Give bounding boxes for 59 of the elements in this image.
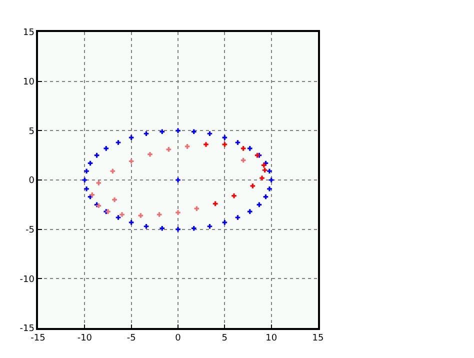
point: [112, 197, 117, 202]
point: [222, 135, 228, 140]
point: [204, 142, 208, 147]
point: [207, 224, 212, 229]
point: [235, 215, 240, 220]
point: [176, 210, 180, 215]
point: [116, 215, 121, 220]
point: [247, 146, 252, 151]
y-tick-label: -15: [20, 324, 34, 334]
point: [222, 220, 228, 225]
point: [160, 226, 165, 231]
point: [82, 178, 88, 182]
point: [267, 168, 272, 174]
point: [262, 168, 268, 173]
point: [235, 140, 240, 145]
point: [260, 176, 264, 180]
y-tick-label: 10: [22, 77, 35, 88]
point: [104, 146, 109, 151]
point: [268, 178, 274, 182]
point: [160, 129, 165, 134]
x-tick-label: 15: [312, 334, 324, 344]
point: [156, 212, 162, 217]
point: [96, 180, 102, 186]
point: [194, 206, 200, 212]
x-tick-label: 10: [266, 334, 278, 344]
point: [116, 140, 121, 145]
point: [120, 212, 124, 217]
x-tick-label: -10: [77, 334, 92, 344]
point: [84, 186, 89, 192]
point: [84, 168, 89, 174]
point: [144, 224, 149, 229]
point: [250, 184, 256, 188]
y-tick-label: 15: [22, 28, 34, 38]
point: [148, 152, 152, 157]
point: [138, 213, 144, 218]
point: [191, 129, 196, 134]
point: [166, 147, 172, 152]
point: [240, 146, 246, 151]
point: [176, 226, 180, 232]
point: [110, 168, 116, 174]
point: [184, 144, 190, 149]
point: [128, 135, 134, 140]
point: [247, 209, 252, 214]
point: [232, 193, 236, 198]
y-tick-label: 5: [28, 126, 34, 137]
point: [222, 142, 228, 147]
y-tick-label: -5: [25, 225, 34, 236]
point: [128, 220, 134, 225]
point: [144, 131, 149, 136]
x-tick-label: -5: [126, 334, 136, 344]
x-tick-label: 0: [175, 334, 182, 344]
point: [176, 128, 180, 134]
point: [176, 178, 180, 182]
point: [191, 226, 196, 231]
y-tick-label: 0: [28, 176, 35, 186]
x-tick-label: 5: [222, 334, 228, 344]
y-tick-label: -10: [20, 274, 35, 285]
point: [267, 186, 272, 192]
point: [207, 131, 212, 136]
